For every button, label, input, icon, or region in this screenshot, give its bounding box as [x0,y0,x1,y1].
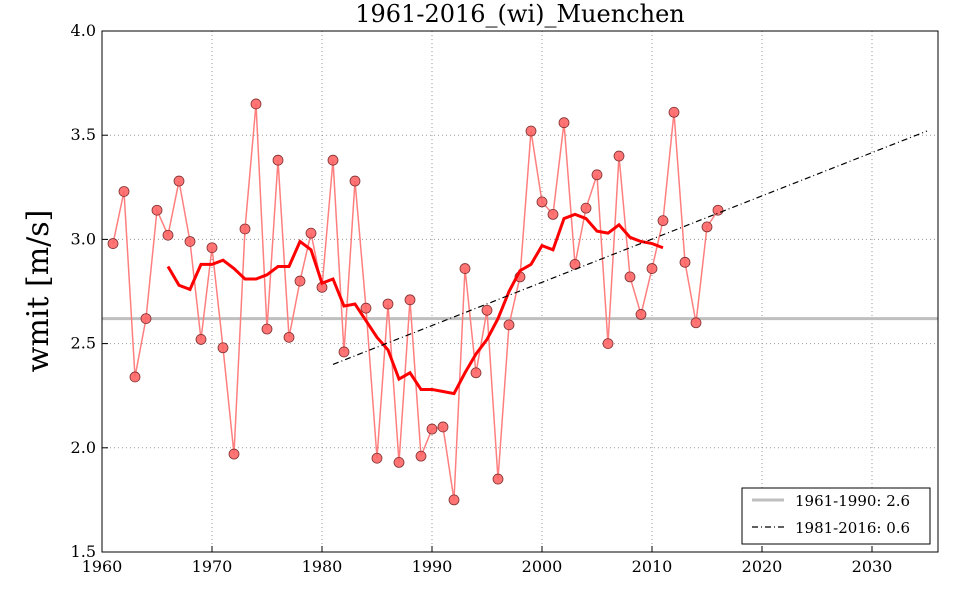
data-point [668,106,680,118]
x-tick-label: 2030 [852,557,893,576]
data-point [481,304,493,316]
data-point [195,334,207,345]
annual-series-line [112,103,719,501]
trend-line [332,130,928,365]
data-point [349,175,361,187]
y-tick-label: 3.5 [71,125,96,144]
data-point [415,450,427,462]
y-tick-label: 4.0 [71,21,96,40]
data-point [294,275,306,287]
y-tick-label: 2.0 [71,438,96,457]
data-point [470,367,482,379]
data-point [448,494,460,506]
data-point [140,313,152,324]
data-point [591,169,603,181]
data-point [217,342,229,354]
data-point [690,317,702,329]
y-tick-label: 1.5 [71,542,96,561]
data-point [437,421,449,433]
x-tick-label: 1970 [192,557,233,576]
legend-trend-label: 1981-2016: 0.6 [795,519,910,537]
data-point [239,223,251,235]
data-point [558,117,570,129]
x-tick-label: 1990 [412,557,453,576]
x-tick-label: 2010 [632,557,673,576]
data-point [173,175,185,187]
data-point [602,338,614,350]
data-point [580,202,592,214]
data-point [129,371,141,383]
data-point [107,238,119,249]
data-point [371,452,383,464]
legend-baseline-label: 1961-1990: 2.6 [795,492,910,510]
x-tick-label: 2020 [742,557,783,576]
data-point [712,204,724,216]
data-point [393,456,405,468]
data-point [492,473,504,485]
data-point [635,309,647,320]
plot-frame [101,30,939,553]
data-point [459,263,471,274]
data-point [503,319,515,331]
data-point [657,215,669,227]
data-point [184,236,196,247]
data-point [613,150,625,162]
y-axis-label: wmit [m/s] [21,210,56,373]
data-point [547,208,559,220]
data-point [382,298,394,310]
data-point [679,256,691,268]
data-point [426,423,438,435]
x-tick-label: 1960 [82,557,123,576]
data-point [261,323,273,335]
data-point [646,263,658,274]
data-point [525,125,537,137]
data-point [272,154,284,166]
x-tick-label: 2000 [522,557,563,576]
chart-title: 1961-2016_(wi)_Muenchen [355,0,684,28]
data-point [404,294,416,306]
data-point [360,302,372,314]
data-point [624,271,636,283]
y-tick-label: 3.0 [71,229,96,248]
data-point [701,221,713,233]
data-point [250,98,262,110]
data-point [228,448,240,460]
data-point [536,196,548,208]
data-point [305,227,317,239]
data-point [151,204,163,216]
x-tick-label: 1980 [302,557,343,576]
data-point [327,154,339,166]
data-point [206,242,218,254]
data-point [283,331,295,343]
data-point [162,229,174,241]
moving-average-line [166,212,664,396]
legend: 1961-1990: 2.6 1981-2016: 0.6 [741,487,931,545]
data-point [338,346,350,358]
data-point [118,186,130,197]
y-tick-label: 2.5 [71,334,96,353]
data-point [569,259,581,270]
